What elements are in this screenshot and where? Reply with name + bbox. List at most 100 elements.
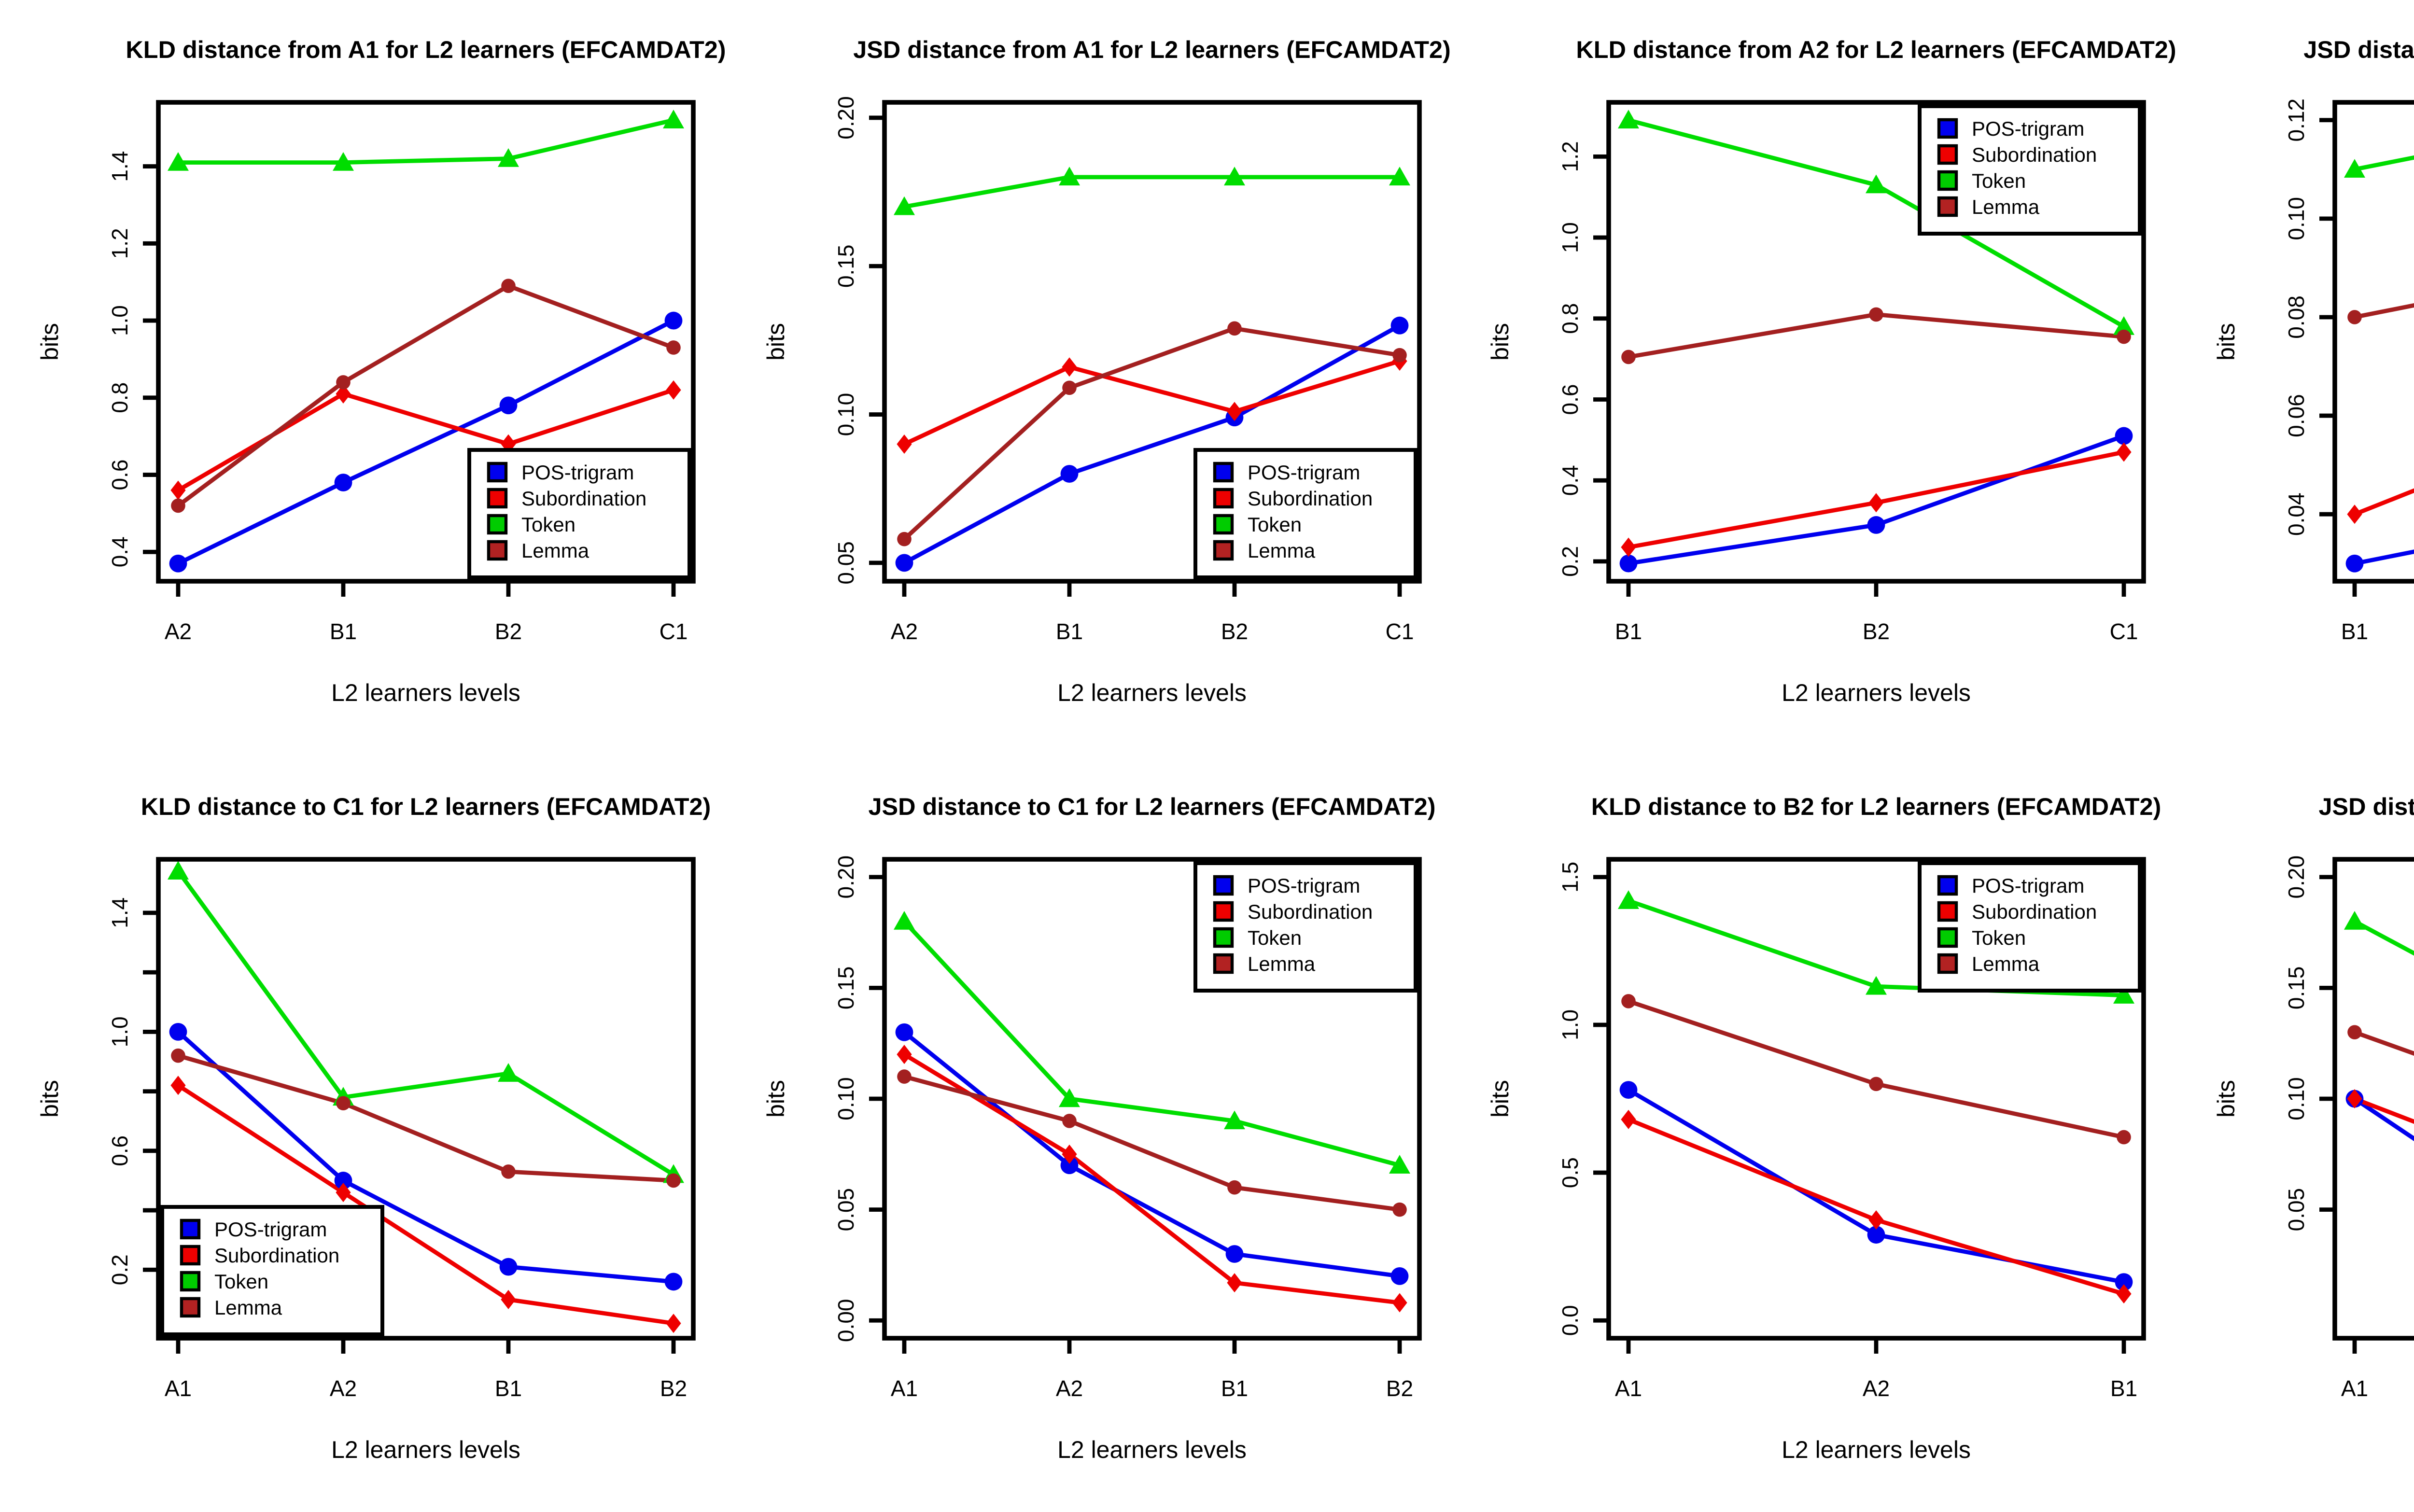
marker-Token [498,1062,519,1081]
marker-Token [1223,1109,1245,1129]
y-tick-label: 0.0 [1558,1304,1583,1335]
marker-Token [1866,174,1887,194]
series-line-Subordination [2351,1095,2414,1123]
x-tick-label: B2 [1863,619,1890,644]
legend-swatch [487,540,508,561]
y-tick-label: 0.10 [2283,197,2308,240]
marker-Token [167,860,189,879]
marker-POS-trigram [1389,316,1408,335]
chart-svg: KLD distance from A1 for L2 learners (EF… [36,36,725,706]
x-tick-label: B2 [1385,1375,1412,1400]
plot-box [1606,856,2146,1340]
series-line-Subordination [176,1082,676,1325]
x-tick-label: A1 [1615,1375,1642,1400]
series-line-Subordination [901,1051,1401,1304]
marker-Lemma [1621,350,1636,364]
x-tick-label: A2 [165,619,192,644]
legend-label: POS-trigram [1247,873,1359,896]
legend-swatch [487,462,508,483]
series-line-Lemma [176,1052,676,1182]
chart-svg: JSD distance to B2 for L2 learners (EFCA… [2212,792,2414,1400]
marker-POS-trigram [2115,427,2133,445]
x-axis-label: L2 learners levels [1782,1435,1971,1462]
marker-Subordination [666,1313,681,1332]
marker-Token [332,152,354,171]
legend-label: Token [214,1269,268,1292]
series-line-POS-trigram [176,318,676,566]
legend-swatch [1212,540,1233,561]
chart-title: KLD distance to B2 for L2 learners (EFCA… [1591,792,2161,819]
legend: POS-trigram Subordination Token Lemma [467,448,691,579]
y-tick-label: 0.6 [1558,384,1583,415]
marker-Lemma [171,498,185,513]
y-tick-label: 1.5 [1558,861,1583,892]
plot-box [881,100,1421,584]
plot-box [2331,100,2414,584]
y-tick-label: 0.06 [2283,394,2308,437]
legend-swatch [1212,926,1233,947]
x-tick-label: B2 [660,1375,687,1400]
marker-POS-trigram [169,554,187,573]
marker-Token [1617,889,1639,908]
marker-POS-trigram [1059,465,1078,483]
legend-label: POS-trigram [214,1217,327,1240]
y-axis-label: bits [761,1079,788,1117]
legend-swatch [1212,952,1233,973]
marker-Subordination [2346,1088,2361,1107]
legend-label: Subordination [521,487,646,510]
y-tick-label: 0.15 [2283,966,2308,1009]
plot-box [156,100,696,584]
marker-Subordination [1621,537,1636,557]
y-tick-label: 0.6 [107,460,132,490]
y-tick-label: 0.4 [107,536,132,567]
legend-swatch [1937,874,1958,895]
chart-title: JSD distance from A1 for L2 learners (EF… [852,36,1450,63]
marker-Lemma [1061,380,1076,395]
marker-Lemma [1061,1113,1076,1127]
series-line-Token [901,175,1401,209]
y-axis-label: bits [1487,1079,1514,1117]
chart-panel-2: JSD distance from A1 for L2 learners (EF… [725,0,1450,756]
marker-Subordination [2116,442,2132,462]
marker-Lemma [171,1047,185,1062]
marker-POS-trigram [1224,1244,1243,1262]
marker-Subordination [1226,1272,1241,1292]
chart-panel-1: KLD distance from A1 for L2 learners (EF… [0,0,725,756]
legend-swatch [487,514,508,535]
chart-svg: KLD distance to B2 for L2 learners (EFCA… [1487,792,2161,1462]
chart-panel-7: KLD distance to B2 for L2 learners (EFCA… [1450,756,2175,1512]
marker-Lemma [1621,993,1636,1008]
legend-label: Token [1247,513,1301,536]
series-line-Token [176,118,676,165]
marker-Token [2113,984,2135,1003]
legend-label: POS-trigram [1247,461,1359,484]
marker-Subordination [896,434,911,454]
chart-panel-5: KLD distance to C1 for L2 learners (EFCA… [0,756,725,1512]
marker-POS-trigram [334,474,352,491]
plot-box [881,856,1421,1340]
x-tick-label: C1 [660,619,688,644]
y-tick-label: 1.2 [1558,141,1583,172]
chart-title: KLD distance from A1 for L2 learners (EF… [126,36,725,63]
marker-Token [2113,316,2135,335]
legend-label: Lemma [521,539,589,562]
series-line-Lemma [2351,303,2414,320]
x-tick-label: A2 [890,619,917,644]
legend-label: Subordination [214,1243,339,1266]
series-line-Token [901,918,1401,1167]
plot-box [1606,100,2146,584]
marker-Subordination [336,384,351,404]
marker-Subordination [896,1044,911,1064]
x-tick-label: B2 [495,619,522,644]
marker-POS-trigram [499,1257,518,1275]
series-line-Lemma [901,326,1401,542]
y-tick-label: 0.8 [107,382,132,413]
legend-swatch [1212,488,1233,509]
plot-box [2331,856,2414,1340]
chart-title: JSD distance to B2 for L2 learners (EFCA… [2317,792,2414,819]
marker-Token [1057,167,1079,186]
y-tick-label: 0.6 [107,1134,132,1165]
legend-label: Subordination [1247,487,1372,510]
x-tick-label: A2 [1863,1375,1890,1400]
legend-swatch [1937,170,1958,191]
